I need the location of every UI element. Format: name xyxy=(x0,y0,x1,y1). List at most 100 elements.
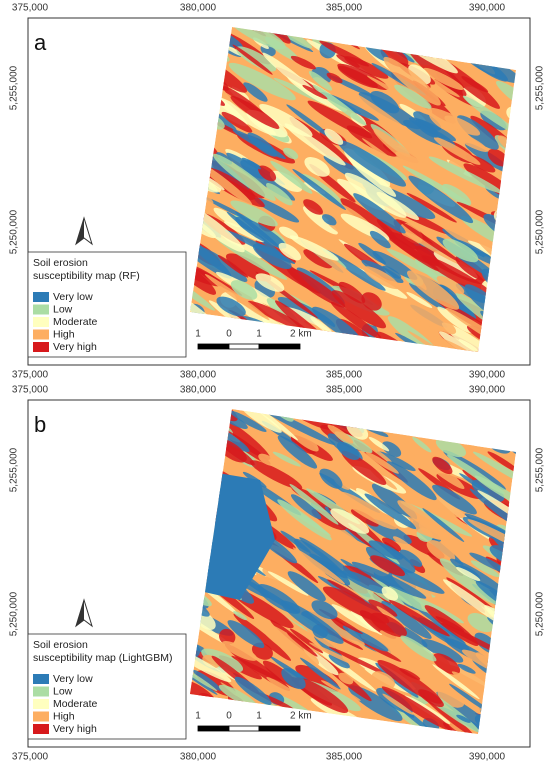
raster-patch xyxy=(433,137,481,165)
raster-patch xyxy=(190,437,202,453)
raster-patch xyxy=(294,677,349,713)
raster-patch xyxy=(406,292,433,308)
raster-patch xyxy=(320,560,348,579)
raster-patch xyxy=(442,414,489,441)
x-tick-label-bottom: 385,000 xyxy=(326,752,363,763)
x-tick-label-bottom: 385,000 xyxy=(326,370,363,381)
raster-patch xyxy=(287,632,318,657)
legend-item: Very high xyxy=(53,341,97,353)
raster-patch xyxy=(371,671,396,689)
legend-item: Low xyxy=(53,303,73,315)
raster-patch xyxy=(462,95,516,135)
raster-patch xyxy=(440,28,480,57)
raster-patch xyxy=(324,128,344,145)
raster-patch xyxy=(192,97,217,114)
raster-patch xyxy=(312,84,367,126)
raster-patch xyxy=(492,673,516,702)
raster-patch xyxy=(292,168,346,210)
raster-patch xyxy=(410,138,438,160)
raster-patch xyxy=(487,451,516,474)
raster-patch xyxy=(221,640,258,661)
scale-bar-segment xyxy=(258,343,301,350)
raster-patch xyxy=(436,276,465,295)
raster-patch xyxy=(343,268,404,314)
raster-patch xyxy=(386,461,437,501)
raster-patch xyxy=(386,248,438,278)
raster-patch xyxy=(190,46,213,72)
raster-patch xyxy=(428,156,503,194)
x-tick-label-top: 390,000 xyxy=(469,3,506,14)
x-tick-label-top: 380,000 xyxy=(180,3,217,14)
raster-patch xyxy=(303,199,323,215)
raster-patch xyxy=(363,266,400,290)
raster-patch xyxy=(484,684,516,729)
raster-patch xyxy=(421,639,464,663)
raster-patch xyxy=(190,469,215,489)
raster-patch xyxy=(362,138,421,184)
raster-patch xyxy=(270,160,313,194)
raster-patch xyxy=(277,499,332,541)
raster-patch xyxy=(223,221,265,243)
raster-patch xyxy=(230,200,278,227)
raster-patch xyxy=(432,29,454,43)
raster-patch xyxy=(350,509,379,527)
map-panel: 375,000 375,000 380,000 380,000 385,000 385,0… xyxy=(9,3,546,381)
susceptibility-raster xyxy=(190,27,516,352)
raster-patch xyxy=(304,157,330,177)
raster-patch xyxy=(450,558,510,597)
raster-patch xyxy=(266,676,315,709)
raster-patch xyxy=(277,435,318,469)
legend-swatch xyxy=(33,711,49,722)
raster-patch xyxy=(381,441,402,457)
raster-patch xyxy=(399,549,423,567)
raster-patch xyxy=(501,678,516,691)
panel-label: a xyxy=(34,30,47,55)
raster-patch xyxy=(441,322,501,352)
raster-patch xyxy=(320,680,361,701)
raster-patch xyxy=(334,86,364,107)
raster-patch xyxy=(340,198,397,240)
raster-patch xyxy=(323,155,383,190)
raster-patch xyxy=(190,409,218,448)
raster-patch xyxy=(407,270,460,310)
y-tick-label-left: 5,250,000 xyxy=(9,209,20,254)
raster-patch xyxy=(247,132,278,157)
raster-patch xyxy=(249,460,303,490)
raster-patch xyxy=(444,27,503,61)
raster-patch xyxy=(408,64,431,85)
raster-patch xyxy=(288,338,337,352)
scale-bar-segment xyxy=(197,343,230,350)
raster-patch xyxy=(230,280,258,300)
raster-patch xyxy=(486,303,516,332)
raster-patch xyxy=(289,483,339,525)
raster-patch xyxy=(422,508,465,542)
raster-patch xyxy=(190,605,234,648)
raster-patch xyxy=(190,654,218,695)
legend-item: Low xyxy=(53,685,73,697)
raster-patch xyxy=(376,451,416,472)
raster-patch xyxy=(346,89,410,134)
legend-item: High xyxy=(53,710,75,722)
raster-patch xyxy=(216,296,246,317)
raster-patch xyxy=(192,669,222,691)
raster-patch xyxy=(435,437,467,458)
legend-title: susceptibility map (LightGBM) xyxy=(33,652,172,664)
raster-patch xyxy=(364,493,417,530)
raster-patch xyxy=(190,513,195,529)
raster-patch xyxy=(370,555,406,577)
raster-patch xyxy=(381,586,399,601)
raster-patch xyxy=(501,621,516,644)
raster-patch xyxy=(336,54,360,68)
raster-patch xyxy=(500,635,516,659)
raster-patch xyxy=(319,468,343,489)
raster-patch xyxy=(281,668,306,690)
raster-patch xyxy=(452,131,489,152)
raster-patch xyxy=(303,249,333,269)
raster-patch xyxy=(258,453,276,466)
raster-patch xyxy=(328,653,350,669)
legend-item: Very low xyxy=(53,673,93,685)
raster-patch xyxy=(299,657,341,690)
raster-patch xyxy=(227,27,286,50)
legend-item: High xyxy=(53,328,75,340)
raster-patch xyxy=(381,537,402,552)
